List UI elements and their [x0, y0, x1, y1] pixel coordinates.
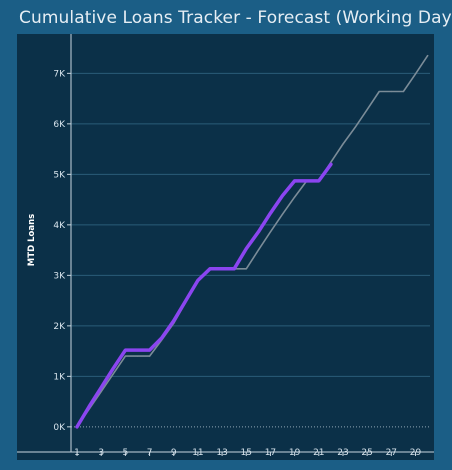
actual-point: [305, 179, 308, 183]
forecast-point: [269, 231, 272, 233]
actual-point: [257, 230, 260, 234]
forecast-point: [330, 161, 332, 163]
actual-point: [136, 348, 139, 352]
x-tick-label: 7: [147, 448, 153, 458]
forecast-point: [378, 90, 380, 93]
y-axis-title: MTD Loans: [27, 214, 37, 266]
forecast-point: [257, 249, 259, 251]
forecast-loans-line: [76, 54, 429, 428]
actual-point: [317, 179, 320, 183]
x-tick-label: 29: [410, 448, 422, 458]
x-tick-label: 25: [361, 448, 372, 458]
forecast-point: [294, 196, 296, 198]
forecast-point: [426, 55, 429, 57]
forecast-point: [124, 355, 126, 357]
x-tick-label: 19: [289, 448, 301, 458]
actual-point: [220, 267, 224, 270]
actual-point: [196, 279, 200, 282]
x-tick-label: 9: [171, 448, 177, 458]
x-tick-label: 3: [98, 448, 104, 458]
forecast-point: [112, 373, 114, 375]
x-tick-label: 21: [313, 448, 324, 458]
forecast-point: [366, 109, 368, 111]
forecast-point: [148, 355, 151, 357]
actual-point: [293, 179, 296, 183]
actual-point: [124, 348, 127, 352]
y-tick-label: 5K: [53, 170, 66, 180]
x-tick-label: 17: [265, 448, 276, 458]
x-tick-label: 11: [192, 448, 203, 458]
actual-point: [172, 319, 175, 322]
actual-point: [75, 425, 79, 429]
actual-point: [184, 299, 188, 302]
actual-point: [245, 247, 248, 250]
actual-point: [148, 348, 151, 352]
actual-point: [269, 212, 272, 215]
x-tick-label: 15: [241, 448, 252, 458]
actual-loans-line: [75, 162, 333, 429]
forecast-point: [281, 213, 284, 215]
forecast-point: [245, 268, 247, 270]
x-tick-label: 13: [216, 448, 227, 458]
y-tick-label: 4K: [53, 221, 66, 231]
forecast-point: [402, 90, 405, 93]
actual-point: [87, 405, 91, 408]
y-tick-label: 0K: [53, 423, 66, 433]
y-tick-label: 2K: [53, 322, 66, 332]
actual-point: [160, 336, 163, 340]
forecast-point: [342, 143, 344, 145]
y-tick-label: 3K: [53, 271, 66, 281]
chart-title: Cumulative Loans Tracker - Forecast (Wor…: [19, 8, 452, 28]
x-tick-label: 23: [337, 448, 348, 458]
y-tick-label: 6K: [53, 120, 66, 130]
actual-point: [281, 194, 284, 197]
actual-point: [232, 267, 236, 270]
y-tick-label: 7K: [53, 69, 66, 79]
actual-point: [100, 386, 103, 389]
actual-point: [208, 267, 212, 270]
x-tick-label: 1: [74, 448, 80, 458]
actual-point: [329, 163, 333, 166]
x-tick-label: 5: [123, 448, 129, 458]
forecast-point: [136, 355, 139, 357]
plot-area: [17, 34, 434, 460]
forecast-point: [390, 90, 392, 93]
forecast-point: [354, 126, 356, 128]
x-tick-label: 27: [386, 448, 397, 458]
y-tick-label: 1K: [53, 372, 66, 382]
actual-point: [112, 367, 115, 370]
forecast-point: [414, 73, 417, 75]
